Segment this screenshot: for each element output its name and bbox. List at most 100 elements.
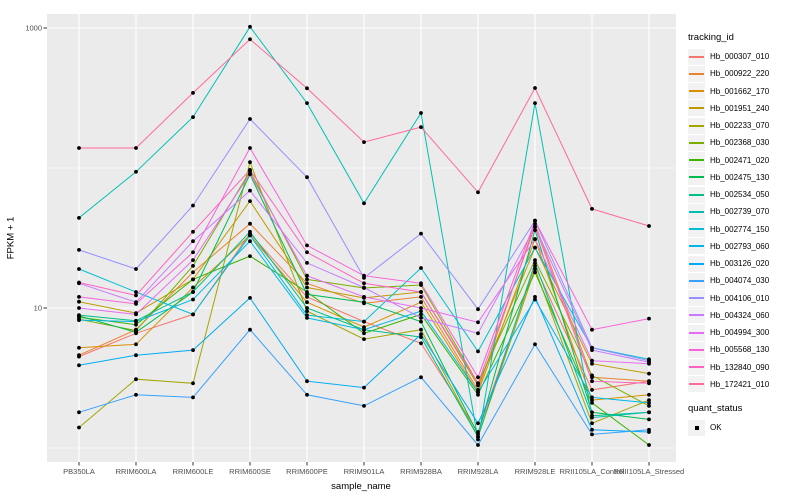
data-point: [590, 421, 594, 426]
series-color-line-icon: [689, 159, 704, 162]
legend-entry-Hb_002534_050: Hb_002534_050: [688, 186, 800, 203]
data-point: [590, 327, 594, 332]
data-point: [248, 168, 252, 172]
legend-entry-label: Hb_001662_170: [710, 86, 770, 96]
y-tick-label: 1000: [25, 24, 42, 33]
legend-entry-Hb_004994_300: Hb_004994_300: [688, 324, 800, 341]
series-color-line-icon: [689, 193, 704, 196]
legend-entry-label: Hb_002739_070: [710, 207, 770, 217]
data-point: [305, 250, 309, 255]
data-point: [77, 299, 81, 304]
legend-entry-label: Hb_002368_030: [710, 138, 770, 148]
data-point: [362, 281, 366, 286]
data-point: [305, 285, 309, 290]
data-point: [77, 363, 81, 368]
data-point: [419, 312, 423, 317]
data-point: [191, 277, 195, 282]
legend-entry-Hb_005568_130: Hb_005568_130: [688, 341, 800, 358]
data-point: [647, 443, 651, 447]
legend-entry-label: Hb_000307_010: [710, 52, 770, 62]
data-point: [134, 267, 138, 271]
data-point: [590, 395, 594, 400]
data-point: [77, 248, 81, 252]
data-point: [248, 296, 252, 300]
data-point: [476, 437, 480, 442]
legend-key: [688, 65, 705, 82]
legend-entry-label: Hb_004994_300: [710, 328, 770, 338]
data-point: [476, 331, 480, 336]
data-point: [134, 319, 138, 324]
data-point: [476, 435, 480, 439]
data-point: [248, 160, 252, 165]
data-point: [248, 24, 252, 29]
series-color-line-icon: [689, 210, 704, 213]
legend-key: [688, 341, 705, 358]
data-point: [248, 239, 252, 244]
legend-entry-Hb_002793_060: Hb_002793_060: [688, 238, 800, 255]
data-point: [590, 358, 594, 363]
data-point: [77, 425, 81, 430]
data-point: [419, 231, 423, 236]
data-point: [362, 337, 366, 341]
data-point: [590, 432, 594, 437]
x-tick-label: RRIM600LE: [173, 467, 214, 476]
data-point: [191, 258, 195, 262]
legend-key: [688, 83, 705, 100]
legend-key: [688, 255, 705, 272]
y-tick-label: 10: [34, 304, 42, 313]
data-point: [305, 392, 309, 397]
legend-title-tracking-id: tracking_id: [688, 32, 734, 43]
data-point: [77, 410, 81, 415]
x-tick-label: RRIM600SE: [229, 467, 271, 476]
data-point: [305, 277, 309, 282]
legend-entry-Hb_000307_010: Hb_000307_010: [688, 48, 800, 65]
data-point: [647, 361, 651, 366]
data-point: [476, 381, 480, 386]
legend-key: [688, 221, 705, 238]
data-point: [248, 188, 252, 193]
data-point: [590, 415, 594, 420]
data-point: [191, 239, 195, 244]
legend-key: [688, 203, 705, 220]
data-point: [590, 398, 594, 402]
series-color-line-icon: [689, 314, 704, 317]
data-point: [419, 316, 423, 320]
legend-entry-label: OK: [710, 423, 722, 433]
data-point: [77, 146, 81, 150]
data-point: [305, 261, 309, 265]
series-color-line-icon: [689, 107, 704, 110]
data-point: [77, 280, 81, 285]
y-axis-title: FPKM + 1: [5, 216, 17, 260]
data-point: [419, 332, 423, 337]
data-point: [533, 342, 537, 347]
x-tick-label: RRIM928LE: [515, 467, 556, 476]
series-color-line-icon: [689, 124, 704, 127]
data-point: [533, 101, 537, 105]
black-point-icon: [694, 425, 699, 430]
x-tick-label: RRIM600LA: [116, 467, 157, 476]
legend-entries: Hb_000307_010 Hb_000922_220 Hb_001662_170 H…: [688, 48, 800, 393]
data-point: [533, 245, 537, 250]
data-point: [248, 233, 252, 238]
data-point: [533, 224, 537, 229]
legend-entry-label: Hb_004324_060: [710, 310, 770, 320]
data-point: [533, 297, 537, 302]
data-point: [248, 221, 252, 226]
legend-entry-label: Hb_172421_010: [710, 379, 770, 389]
data-point: [134, 146, 138, 150]
data-point: [647, 381, 651, 386]
legend-entry-label: Hb_002774_150: [710, 224, 770, 234]
legend-entry-Hb_004074_030: Hb_004074_030: [688, 272, 800, 289]
legend-entry-label: Hb_000922_220: [710, 69, 770, 79]
data-point: [419, 319, 423, 324]
data-point: [647, 316, 651, 321]
data-point: [305, 273, 309, 278]
data-point: [248, 37, 252, 42]
series-color-line-icon: [689, 297, 704, 300]
legend-entry-Hb_172421_010: Hb_172421_010: [688, 376, 800, 393]
legend-key: [688, 134, 705, 151]
legend-entry-quant-ok: OK: [688, 419, 800, 436]
x-tick-label: PB350LA: [63, 467, 95, 476]
data-point: [533, 258, 537, 262]
